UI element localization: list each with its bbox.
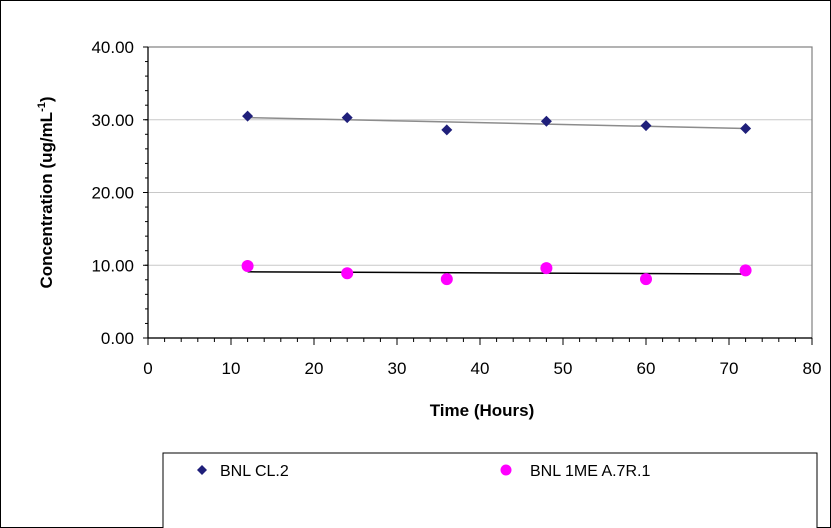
y-axis-title-superscript: -1 [36,102,48,112]
data-point-series-1 [740,122,752,134]
trendlines [247,116,746,275]
legend-box [162,452,818,528]
data-point-series-1 [540,115,552,127]
legend-marker-series-2 [500,464,512,476]
data-point-series-2 [241,259,254,272]
y-tick-label: 0.00 [101,329,134,348]
x-axis-title: Time (Hours) [430,401,535,420]
x-tick-label: 10 [222,359,241,378]
gridlines [148,119,812,266]
legend-label-series-1: BNL CL.2 [220,463,289,480]
data-point-series-2 [540,262,553,275]
data-point-series-2 [739,264,752,277]
x-tick-label: 70 [720,359,739,378]
data-point-series-1 [242,110,254,122]
data-point-series-2 [341,267,354,280]
x-tick-label: 50 [554,359,573,378]
legend-marker-series-1 [197,465,207,475]
axes [143,46,813,345]
x-tick-label: 30 [388,359,407,378]
legend: BNL CL.2 BNL 1ME A.7R.1 [162,452,818,528]
tick-labels: 0.00 10.00 20.00 30.00 40.00 0 10 20 30 40 50 60 70 8… [91,38,821,378]
x-tick-label: 80 [803,359,822,378]
x-tick-label: 60 [637,359,656,378]
x-tick-label: 40 [471,359,490,378]
y-axis-title: Concentration (ug/mL-1) [36,96,56,288]
data-points [241,110,752,286]
data-point-series-1 [640,120,652,132]
trendline-series-1 [247,116,746,130]
y-tick-label: 20.00 [91,184,134,203]
x-tick-label: 20 [305,359,324,378]
x-tick-label: 0 [143,359,152,378]
data-point-series-2 [640,273,652,286]
data-point-series-1 [341,112,353,124]
data-point-series-2 [440,273,453,286]
y-tick-label: 30.00 [91,111,134,130]
y-tick-label: 10.00 [91,256,134,275]
y-tick-label: 40.00 [91,38,134,57]
data-point-series-1 [441,124,453,136]
trendline-series-2 [247,271,746,275]
legend-label-series-2: BNL 1ME A.7R.1 [530,463,650,480]
